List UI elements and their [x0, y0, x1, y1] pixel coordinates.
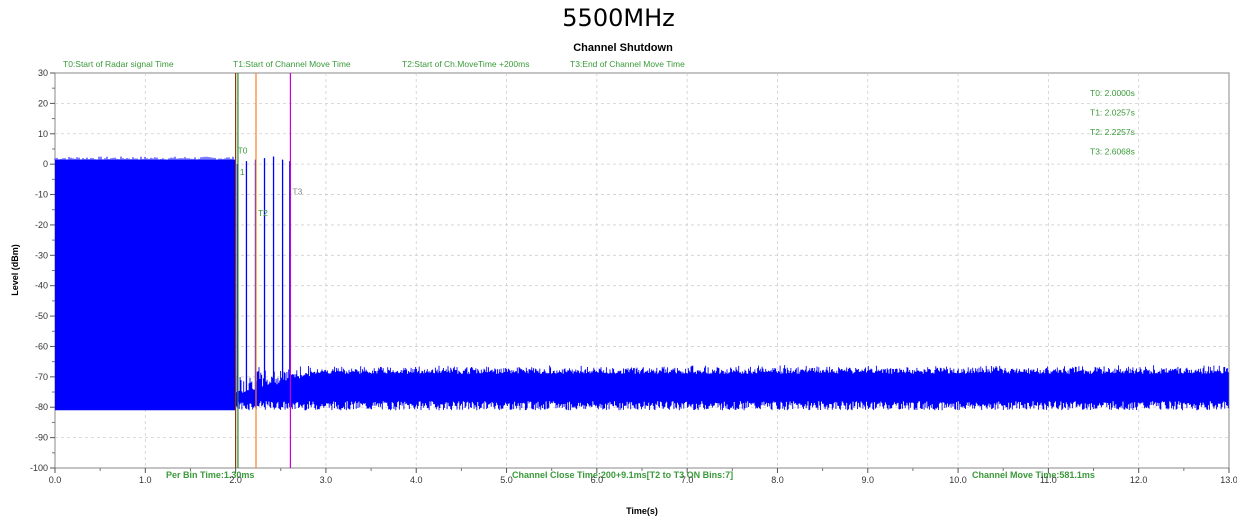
x-tick-label: 7.0	[681, 475, 694, 485]
radar-burst-edge	[54, 156, 234, 160]
y-tick-label: -50	[35, 311, 48, 321]
y-tick-label: -70	[35, 372, 48, 382]
marker-values: T0: 2.0000s T1: 2.0257s T2: 2.2257s T3: 2.6…	[1090, 88, 1135, 157]
y-tick-label: -80	[35, 402, 48, 412]
marker-t1-label: 1	[240, 167, 245, 177]
legend-item: T2:Start of Ch.MoveTime +200ms	[402, 59, 529, 69]
legend-item: T3:End of Channel Move Time	[570, 59, 685, 69]
y-tick-label: 10	[38, 129, 48, 139]
x-tick-label: 8.0	[771, 475, 784, 485]
footer-notes: Per Bin Time:1.30ms Channel Close Time:20…	[166, 470, 1095, 480]
marker-value: T3: 2.6068s	[1090, 147, 1135, 157]
y-tick-label: 30	[38, 68, 48, 78]
radar-burst-area	[55, 159, 236, 411]
y-tick-label: 0	[43, 159, 48, 169]
x-tick-label: 12.0	[1130, 475, 1148, 485]
legend-item: T1:Start of Channel Move Time	[233, 59, 351, 69]
y-tick-label: -10	[35, 190, 48, 200]
footer-note: Channel Close Time:200+9.1ms[T2 to T3 ON…	[512, 470, 733, 480]
y-axis: 30 20 10 0 -10 -20 -30 -40 -50 -60 -70 -80 -90 -100	[30, 68, 55, 473]
x-axis: 0.0 1.0 2.0 3.0 4.0 5.0 6.0 7.0 8.0 9.0 10.0 11.0 12…	[49, 468, 1237, 485]
grid-layer	[55, 73, 1229, 468]
x-tick-label: 2.0	[229, 475, 242, 485]
footer-note: Per Bin Time:1.30ms	[166, 470, 254, 480]
x-tick-label: 11.0	[1040, 475, 1057, 485]
y-axis-label: Level (dBm)	[10, 244, 20, 296]
page-title: 5500MHz	[562, 4, 675, 32]
marker-layer: T0 1 T2 T3	[235, 73, 303, 468]
y-tick-label: -40	[35, 281, 48, 291]
marker-value: T0: 2.0000s	[1090, 88, 1135, 98]
x-tick-label: 9.0	[862, 475, 875, 485]
y-tick-label: -20	[35, 220, 48, 230]
legend-top: T0:Start of Radar signal Time T1:Start of…	[63, 59, 685, 69]
marker-value: T1: 2.0257s	[1090, 108, 1135, 118]
x-tick-label: 0.0	[49, 475, 62, 485]
marker-t3-label: T3	[292, 187, 302, 197]
chart-title: Channel Shutdown	[573, 42, 673, 54]
legend-item: T0:Start of Radar signal Time	[63, 59, 174, 69]
y-tick-label: -60	[35, 341, 48, 351]
x-tick-label: 10.0	[949, 475, 967, 485]
x-tick-label: 1.0	[139, 475, 152, 485]
footer-note: Channel Move Time:581.1ms	[972, 470, 1095, 480]
x-tick-label: 4.0	[410, 475, 423, 485]
x-axis-label: Time(s)	[626, 506, 658, 516]
x-tick-label: 13.0	[1220, 475, 1237, 485]
marker-t0-label: T0	[238, 146, 248, 156]
y-tick-label: -90	[35, 433, 48, 443]
y-tick-label: -30	[35, 250, 48, 260]
x-tick-label: 5.0	[500, 475, 513, 485]
y-tick-label: -100	[30, 463, 48, 473]
marker-value: T2: 2.2257s	[1090, 127, 1135, 137]
x-tick-label: 6.0	[591, 475, 604, 485]
x-tick-label: 3.0	[320, 475, 333, 485]
y-tick-label: 20	[38, 98, 48, 108]
marker-t2-label: T2	[258, 208, 268, 218]
